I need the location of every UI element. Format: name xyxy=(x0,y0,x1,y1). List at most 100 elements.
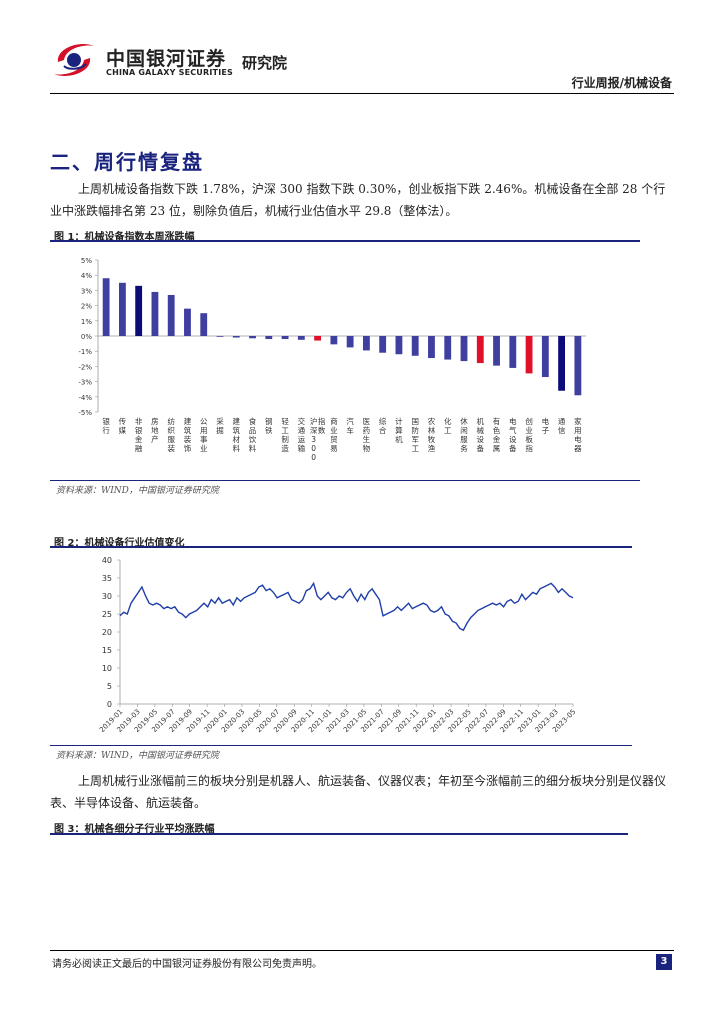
x-tick-label: 银行 xyxy=(102,417,110,435)
brand-name-en: CHINA GALAXY SECURITIES xyxy=(106,68,233,77)
x-tick-label: 食品饮料 xyxy=(249,416,257,453)
x-tick-label: 化工 xyxy=(444,416,452,435)
x-tick-label: 建筑材料 xyxy=(233,416,241,453)
header-divider xyxy=(50,93,674,94)
x-tick-label: 家用电器 xyxy=(574,416,582,453)
bar-银行 xyxy=(102,278,110,336)
figure2-title: 图 2：机械设备行业估值变化 xyxy=(54,538,185,549)
y-tick-label: 15 xyxy=(102,646,112,655)
x-tick-label: 农林牧渔 xyxy=(428,416,436,453)
figure2-source: 资料来源：WIND，中国银河证券研究院 xyxy=(56,751,219,761)
figure2-line-chart: 05101520253035402019-012019-032019-05201… xyxy=(98,556,577,734)
bar-食品饮料 xyxy=(249,336,256,339)
x-tick-label: 电气设备 xyxy=(509,416,517,453)
x-tick-label: 有色金属 xyxy=(493,416,501,453)
y-tick-label: 4% xyxy=(81,272,92,280)
x-tick-label: 非银金融 xyxy=(135,416,143,453)
y-tick-label: -2% xyxy=(78,363,92,371)
figure1-bottom-rule xyxy=(50,480,640,481)
x-tick-label: 沪深 3 0 0指数 xyxy=(310,416,326,462)
figure1-bar-chart: 5% 4% 3% 2% 1% 0% -1% -2% -3% -4% -5% 银行传媒非银金融房地产纺织… xyxy=(78,257,586,462)
x-tick-label: 轻工制造 xyxy=(281,416,289,453)
y-tick-label: -4% xyxy=(78,394,92,402)
y-tick-label: 0 xyxy=(107,700,112,709)
x-tick-label: 计算机 xyxy=(395,416,403,444)
figure2-top-rule xyxy=(50,546,632,548)
footer-divider xyxy=(50,950,674,951)
brand-name-cn: 中国银河证券 xyxy=(106,48,227,70)
figure2-bottom-rule xyxy=(50,745,632,746)
bar-医药生物 xyxy=(362,336,370,351)
x-tick-label: 建筑装饰 xyxy=(184,416,192,453)
figure3-title: 图 3：机械各细分子行业平均涨跌幅 xyxy=(54,824,215,835)
y-tick-label: 30 xyxy=(102,592,112,601)
x-tick-label: 钢铁 xyxy=(265,416,273,435)
bar-公用事业 xyxy=(200,313,208,336)
x-tick-label: 机械设备 xyxy=(477,416,485,453)
bar-钢铁 xyxy=(265,336,273,340)
y-tick-label: -3% xyxy=(78,379,92,387)
bar-计算机 xyxy=(395,336,403,355)
x-tick-label: 纺织服装 xyxy=(167,416,175,453)
bar-家用电器 xyxy=(574,336,582,396)
bar-房地产 xyxy=(151,291,159,336)
figure1-source: 资料来源：WIND，中国银河证券研究院 xyxy=(56,486,219,496)
bar-机械设备 xyxy=(476,336,484,364)
x-tick-label: 传媒 xyxy=(119,416,127,435)
report-type: 行业周报/机械设备 xyxy=(571,76,672,90)
y-tick-label: 0% xyxy=(81,333,92,341)
y-tick-label: 2% xyxy=(81,303,92,311)
bar-沪深300指数 xyxy=(314,336,322,341)
x-tick-label: 房地产 xyxy=(151,416,159,444)
bar-轻工制造 xyxy=(281,336,289,340)
footer-disclaimer: 请务必阅读正文最后的中国银河证券股份有限公司免责声明。 xyxy=(52,959,322,970)
x-tick-label: 医药生物 xyxy=(363,417,371,453)
bar-综合 xyxy=(379,336,387,353)
bar-建筑材料 xyxy=(232,336,240,338)
x-tick-label: 休闲服务 xyxy=(460,416,468,453)
figure1-title: 图 1：机械设备指数本周涨跌幅 xyxy=(54,232,195,243)
x-tick-label: 交通运输 xyxy=(298,416,306,453)
bar-休闲服务 xyxy=(460,336,468,362)
bar-有色金属 xyxy=(493,336,500,366)
x-tick-label: 公用事业 xyxy=(200,417,208,453)
bar-传媒 xyxy=(118,282,126,336)
bar-非银金融 xyxy=(135,285,143,336)
y-tick-label: 20 xyxy=(102,628,112,637)
galaxy-logo-icon xyxy=(54,43,94,77)
bar-农林牧渔 xyxy=(428,336,435,359)
bar-通信 xyxy=(558,336,566,391)
x-tick-label: 采掘 xyxy=(216,416,224,435)
y-tick-label: 40 xyxy=(102,556,112,565)
bar-商业贸易 xyxy=(330,336,338,345)
x-tick-label: 通信 xyxy=(558,416,566,435)
x-tick-label: 电子 xyxy=(542,416,550,435)
y-tick-label: -5% xyxy=(78,409,92,417)
bar-创业板指 xyxy=(525,336,533,374)
y-tick-label: 1% xyxy=(81,318,92,326)
y-tick-label: 5 xyxy=(107,682,112,691)
y-tick-label: 5% xyxy=(81,257,92,265)
x-tick-label: 汽车 xyxy=(346,416,354,435)
y-tick-label: -1% xyxy=(78,348,92,356)
page-number: 3 xyxy=(656,954,672,970)
x-tick-label: 综合 xyxy=(379,416,387,435)
paragraph-sector-review: 上周机械行业涨幅前三的板块分别是机器人、航运装备、仪器仪表；年初至今涨幅前三的细… xyxy=(50,774,667,810)
y-tick-label: 3% xyxy=(81,287,92,295)
bar-电子 xyxy=(541,336,549,378)
bar-采掘 xyxy=(216,336,224,337)
bar-汽车 xyxy=(346,336,354,348)
y-tick-label: 25 xyxy=(102,610,112,619)
bar-国防军工 xyxy=(411,336,419,356)
institute-label: 研究院 xyxy=(242,54,288,72)
x-tick-label: 商业贸易 xyxy=(330,416,338,453)
bar-化工 xyxy=(444,336,452,360)
y-tick-label: 10 xyxy=(102,664,112,673)
figure3-top-rule xyxy=(50,833,628,835)
section-title: 二、周行情复盘 xyxy=(50,150,204,174)
bar-建筑装饰 xyxy=(184,308,191,336)
bar-纺织服装 xyxy=(167,294,175,336)
x-tick-label: 国防军工 xyxy=(411,417,419,453)
valuation-series-line xyxy=(119,581,574,632)
figure1-top-rule xyxy=(50,240,640,242)
